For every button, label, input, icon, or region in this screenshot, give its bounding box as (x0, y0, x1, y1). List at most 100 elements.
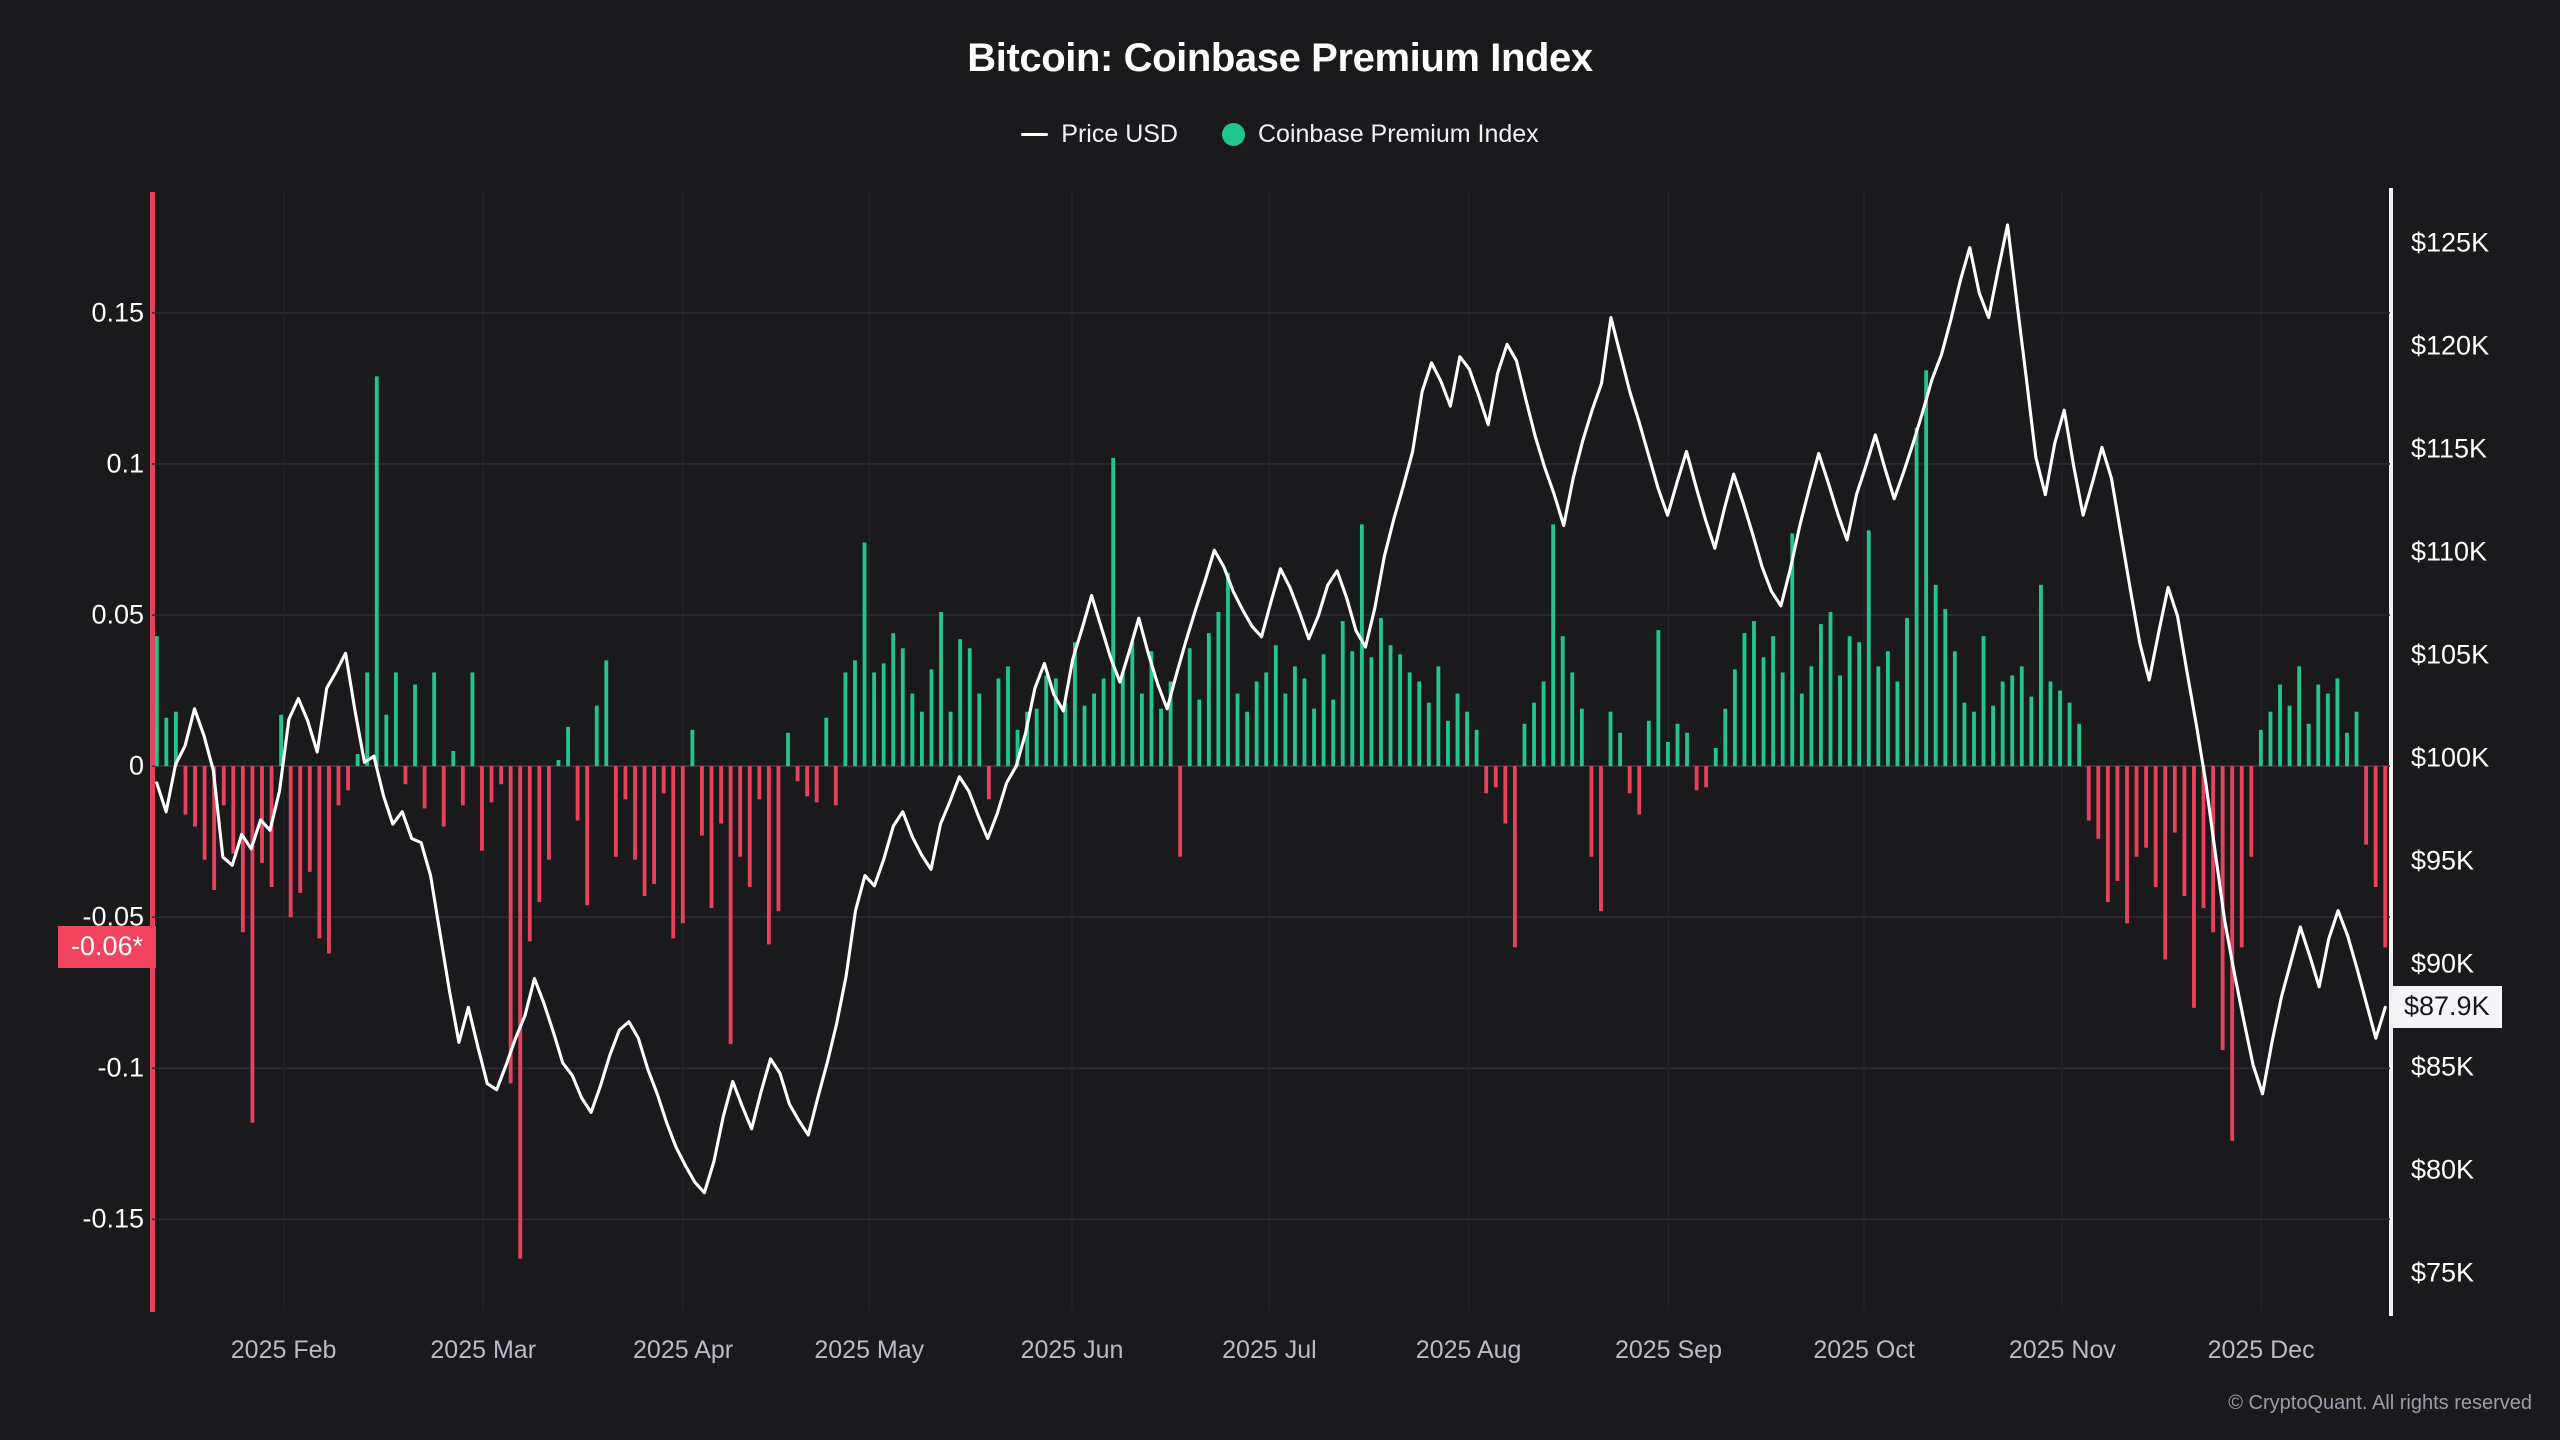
premium-index-bar (2029, 696, 2034, 767)
premium-index-bar (690, 729, 695, 767)
premium-index-bar (1790, 533, 1795, 767)
premium-index-bar (2010, 675, 2015, 767)
premium-index-bar (1924, 370, 1929, 767)
right-axis-tick-label: $90K (2411, 948, 2475, 979)
premium-index-bar (518, 766, 523, 1259)
premium-index-bar (1120, 672, 1125, 767)
premium-index-bar (661, 766, 666, 794)
premium-index-bar (393, 672, 398, 767)
premium-index-bar (298, 766, 303, 894)
premium-index-bar (2039, 584, 2043, 767)
premium-index-bar (460, 766, 465, 806)
right-axis-spine (2389, 188, 2393, 1316)
x-axis-tick-label: 2025 Jun (1020, 1336, 1124, 1364)
premium-index-bar (1819, 624, 1823, 767)
premium-index-bar (1331, 699, 1336, 767)
premium-index-bar (2153, 766, 2158, 887)
premium-index-bar (1895, 681, 1900, 767)
x-axis-tick-label: 2025 Aug (1415, 1336, 1522, 1364)
premium-index-bar (2086, 766, 2091, 821)
right-axis-tick-label: $110K (2411, 536, 2488, 567)
premium-index-bar (1111, 457, 1116, 767)
premium-index-bar (221, 766, 226, 806)
right-axis-tick-label: $125K (2411, 227, 2490, 258)
premium-index-bar (2345, 732, 2349, 767)
premium-index-bar (891, 633, 896, 767)
x-axis-tick-label: 2025 Jul (1222, 1336, 1317, 1364)
premium-index-bar (174, 711, 178, 767)
premium-index-bar (231, 766, 236, 854)
premium-index-bar (948, 711, 953, 767)
premium-index-bar (585, 766, 590, 906)
premium-index-bar (814, 766, 819, 803)
premium-index-bar (1455, 693, 1460, 767)
premium-index-bar (527, 766, 532, 942)
premium-index-bar (432, 672, 437, 767)
premium-index-bar (2383, 766, 2388, 948)
premium-index-bar (499, 766, 504, 785)
premium-index-bar (2335, 678, 2340, 767)
x-axis-tick-label: 2025 May (814, 1336, 925, 1364)
premium-index-bar (1666, 741, 1670, 767)
premium-index-bar (1379, 618, 1383, 767)
plot-area[interactable] (152, 192, 2390, 1310)
premium-index-bar (623, 766, 628, 800)
premium-index-bar (1006, 666, 1010, 767)
premium-index-bar (1073, 642, 1077, 767)
premium-index-bar (1293, 666, 1297, 767)
premium-index-bar (537, 766, 542, 903)
premium-index-bar (853, 660, 857, 767)
current-premium-badge: -0.06* (57, 926, 156, 969)
premium-index-bar (202, 766, 207, 860)
premium-index-bar (2000, 681, 2005, 767)
premium-index-bar (1245, 711, 1250, 767)
x-axis-tick-label: 2025 Apr (633, 1336, 734, 1364)
legend-item-coinbase-premium-index[interactable]: Coinbase Premium Index (1221, 122, 1539, 147)
premium-index-bar (2067, 702, 2072, 767)
x-axis-tick-label: 2025 Oct (1813, 1336, 1915, 1364)
premium-index-bar (776, 766, 781, 912)
premium-index-bar (728, 766, 733, 1045)
premium-index-bar (556, 760, 561, 767)
premium-index-bar (575, 766, 580, 821)
right-axis-tick-label: $80K (2411, 1154, 2475, 1185)
premium-index-bar (1685, 732, 1689, 767)
premium-index-bar (1474, 729, 1479, 767)
premium-index-bar (1905, 618, 1909, 767)
premium-index-bar (1522, 723, 1527, 767)
premium-index-bar (1388, 645, 1393, 767)
premium-index-bar (1226, 572, 1230, 767)
premium-index-bar (977, 693, 982, 767)
premium-index-bar (1599, 766, 1603, 912)
right-axis-tick-label: $115K (2411, 433, 2488, 464)
premium-index-bar (2239, 766, 2244, 948)
chart-legend: Price USD Coinbase Premium Index (0, 122, 2560, 147)
premium-index-bar (2019, 666, 2024, 767)
premium-index-bar (1273, 645, 1278, 767)
premium-index-bar (1885, 651, 1890, 767)
premium-index-bar (403, 766, 408, 785)
premium-index-bar (2306, 723, 2311, 767)
premium-index-bar (164, 717, 169, 767)
premium-index-bar (642, 766, 647, 897)
premium-index-bar (1436, 666, 1441, 767)
premium-index-bar (881, 663, 886, 767)
legend-item-price-usd[interactable]: Price USD (1021, 122, 1178, 147)
premium-index-bar (872, 672, 877, 767)
current-price-badge: $87.9K (2393, 986, 2502, 1029)
right-axis-tick-label: $75K (2411, 1257, 2475, 1288)
premium-index-bar (843, 672, 848, 767)
premium-index-bar (1465, 711, 1469, 767)
premium-index-bar (260, 766, 264, 863)
premium-index-bar (604, 660, 609, 767)
premium-index-bar (1407, 672, 1412, 767)
x-axis-tick-label: 2025 Dec (2207, 1336, 2315, 1364)
premium-index-bar (766, 766, 771, 945)
right-axis-tick-label: $120K (2411, 330, 2490, 361)
premium-index-bar (212, 766, 217, 890)
premium-index-bar (986, 766, 991, 800)
left-axis-tick-label: 0.1 (106, 448, 144, 479)
premium-index-bar (910, 693, 915, 767)
premium-index-bar (1828, 612, 1833, 767)
premium-index-bar (1761, 657, 1766, 767)
